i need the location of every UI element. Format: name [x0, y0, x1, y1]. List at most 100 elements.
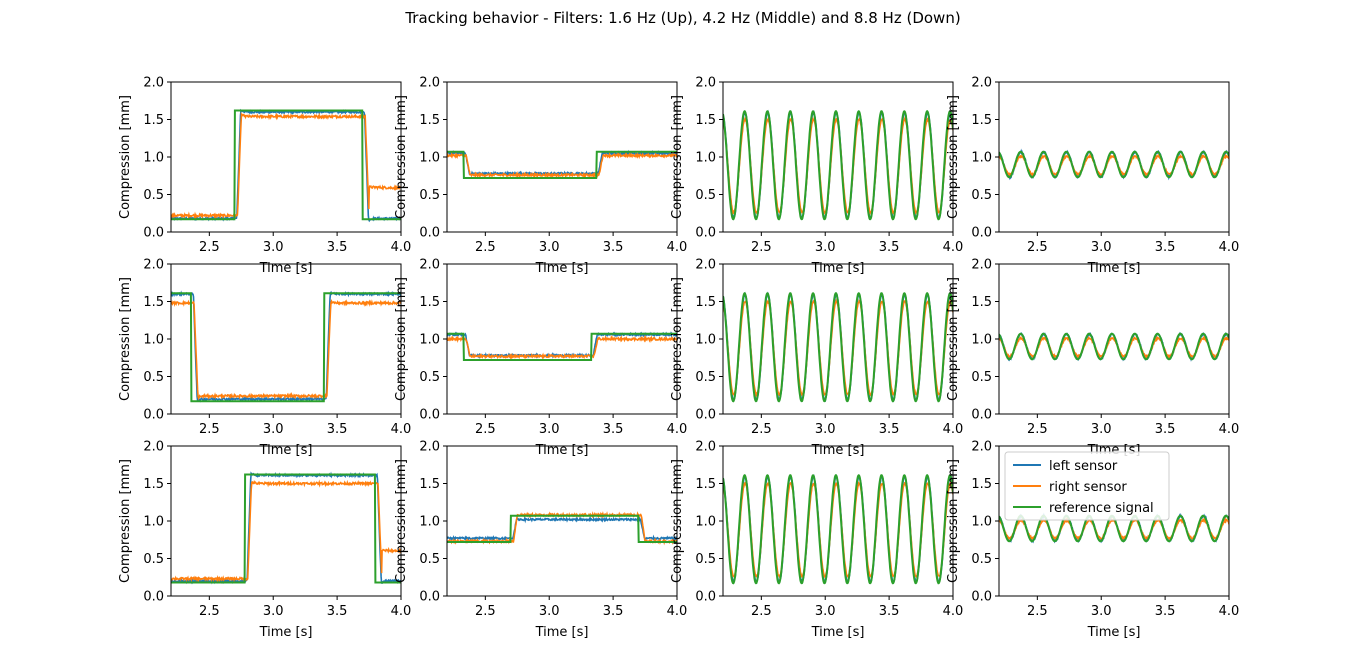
legend-box — [1004, 451, 1170, 521]
y-tick-label: 0.5 — [695, 188, 716, 203]
y-tick-label: 1.0 — [419, 333, 440, 348]
y-tick-label: 1.5 — [419, 477, 440, 492]
x-tick-label: 3.5 — [327, 604, 348, 619]
y-tick-label: 1.5 — [695, 113, 716, 128]
x-tick-label: 4.0 — [943, 604, 964, 619]
legend-entry: left sensor — [1049, 459, 1118, 474]
series-line-right-sensor — [171, 111, 401, 220]
y-axis-label: Compression [mm] — [946, 277, 961, 401]
series-line-reference-signal — [171, 473, 401, 584]
x-tick-label: 2.5 — [751, 422, 772, 437]
y-tick-label: 0.0 — [419, 590, 440, 605]
y-tick-label: 2.0 — [143, 76, 164, 91]
y-tick-label: 0.0 — [143, 408, 164, 423]
x-tick-label: 3.5 — [1155, 604, 1176, 619]
y-tick-label: 0.5 — [695, 370, 716, 385]
x-tick-label: 4.0 — [943, 422, 964, 437]
y-tick-label: 1.0 — [971, 151, 992, 166]
x-tick-label: 4.0 — [1219, 240, 1240, 255]
y-tick-label: 0.5 — [695, 552, 716, 567]
series-line-reference-signal — [447, 150, 677, 179]
x-tick-label: 3.5 — [327, 422, 348, 437]
x-tick-label: 4.0 — [391, 604, 412, 619]
x-tick-label: 4.0 — [1219, 422, 1240, 437]
x-axis-label: Time [s] — [1087, 261, 1141, 276]
y-tick-label: 1.0 — [143, 151, 164, 166]
y-tick-label: 2.0 — [695, 258, 716, 273]
y-tick-label: 1.5 — [695, 477, 716, 492]
series-line-right-sensor — [447, 334, 677, 360]
x-tick-label: 3.5 — [1155, 240, 1176, 255]
axes-frame — [170, 263, 402, 415]
y-tick-label: 0.0 — [695, 226, 716, 241]
x-tick-label: 3.5 — [603, 422, 624, 437]
y-tick-label: 1.0 — [143, 333, 164, 348]
y-tick-label: 0.0 — [971, 408, 992, 423]
y-tick-label: 1.5 — [971, 113, 992, 128]
series-line-reference-signal — [723, 292, 953, 403]
y-tick-label: 2.0 — [419, 258, 440, 273]
y-tick-label: 0.5 — [971, 188, 992, 203]
y-tick-label: 1.0 — [695, 333, 716, 348]
x-tick-label: 4.0 — [391, 422, 412, 437]
y-tick-label: 2.0 — [419, 76, 440, 91]
y-tick-label: 1.5 — [419, 295, 440, 310]
y-tick-label: 0.0 — [419, 408, 440, 423]
subplot-r2-c2: 0.0 0.5 1.0 1.5 2.0 2.5 3.0 3.5 4.0 Compression [… — [670, 440, 963, 641]
x-tick-label: 2.5 — [199, 240, 220, 255]
y-tick-label: 0.0 — [143, 590, 164, 605]
x-tick-label: 3.0 — [1091, 422, 1112, 437]
figure-title: Tracking behavior - Filters: 1.6 Hz (Up)… — [405, 9, 961, 27]
y-tick-label: 0.0 — [695, 408, 716, 423]
series-line-right-sensor — [447, 151, 677, 180]
y-tick-label: 2.0 — [419, 440, 440, 455]
x-axis-label: Time [s] — [259, 625, 313, 640]
x-tick-label: 3.0 — [815, 604, 836, 619]
x-tick-label: 3.5 — [879, 604, 900, 619]
y-axis-label: Compression [mm] — [394, 277, 409, 401]
x-tick-label: 3.0 — [263, 604, 284, 619]
series-line-reference-signal — [723, 474, 953, 585]
y-tick-label: 2.0 — [971, 76, 992, 91]
x-tick-label: 3.0 — [815, 240, 836, 255]
x-axis-label: Time [s] — [259, 443, 313, 458]
series-line-reference-signal — [723, 110, 953, 221]
x-axis-label: Time [s] — [1087, 625, 1141, 640]
subplot-r0-c2: 0.0 0.5 1.0 1.5 2.0 2.5 3.0 3.5 4.0 Compression [… — [670, 76, 963, 277]
y-tick-label: 1.5 — [695, 295, 716, 310]
y-tick-label: 1.5 — [971, 295, 992, 310]
series-line-right-sensor — [171, 479, 401, 583]
series-line-left-sensor — [447, 331, 677, 360]
subplot-r1-c1: 0.0 0.5 1.0 1.5 2.0 2.5 3.0 3.5 4.0 Compression [… — [394, 258, 687, 459]
x-tick-label: 3.0 — [1091, 240, 1112, 255]
series-line-right-sensor — [171, 299, 401, 401]
y-axis-label: Compression [mm] — [670, 95, 685, 219]
x-axis-label: Time [s] — [535, 261, 589, 276]
x-axis-label: Time [s] — [811, 625, 865, 640]
x-axis-label: Time [s] — [535, 625, 589, 640]
x-tick-label: 3.0 — [1091, 604, 1112, 619]
y-tick-label: 1.0 — [419, 151, 440, 166]
y-axis-label: Compression [mm] — [118, 459, 133, 583]
x-tick-label: 3.0 — [263, 240, 284, 255]
x-tick-label: 3.0 — [815, 422, 836, 437]
y-tick-label: 0.5 — [143, 370, 164, 385]
series-line-left-sensor — [171, 471, 401, 585]
series-line-reference-signal — [447, 514, 677, 543]
series-line-reference-signal — [999, 150, 1229, 179]
x-tick-label: 4.0 — [391, 240, 412, 255]
x-tick-label: 3.5 — [603, 240, 624, 255]
x-tick-label: 2.5 — [475, 240, 496, 255]
y-tick-label: 1.5 — [143, 477, 164, 492]
y-tick-label: 0.5 — [971, 552, 992, 567]
series-line-reference-signal — [171, 109, 401, 221]
x-axis-label: Time [s] — [535, 443, 589, 458]
y-tick-label: 1.0 — [695, 515, 716, 530]
y-tick-label: 0.0 — [971, 226, 992, 241]
x-tick-label: 4.0 — [667, 604, 688, 619]
legend-entry: reference signal — [1049, 501, 1154, 516]
series-line-left-sensor — [447, 149, 677, 178]
legend-entry: right sensor — [1049, 480, 1127, 495]
